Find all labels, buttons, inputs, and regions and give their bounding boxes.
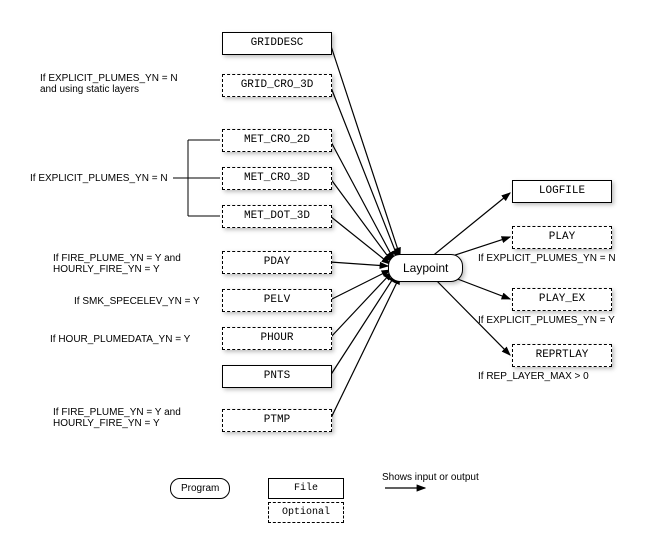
- legend-program: Program: [170, 478, 230, 499]
- input-ptmp: PTMP: [222, 409, 332, 432]
- program-laypoint: Laypoint: [388, 254, 463, 282]
- input-metcro2d: MET_CRO_2D: [222, 129, 332, 152]
- cond-ptmp: If FIRE_PLUME_YN = Y and HOURLY_FIRE_YN …: [53, 407, 203, 429]
- cond-reprtlay: If REP_LAYER_MAX > 0: [478, 371, 589, 382]
- diagram-canvas: GRIDDESC GRID_CRO_3D MET_CRO_2D MET_CRO_…: [10, 10, 650, 543]
- output-reprtlay: REPRTLAY: [512, 344, 612, 367]
- cond-gridcro3d: If EXPLICIT_PLUMES_YN = N and using stat…: [40, 73, 190, 95]
- cond-metgroup: If EXPLICIT_PLUMES_YN = N: [30, 173, 168, 184]
- output-playex: PLAY_EX: [512, 288, 612, 311]
- input-griddesc: GRIDDESC: [222, 32, 332, 55]
- output-play: PLAY: [512, 226, 612, 249]
- input-gridcro3d: GRID_CRO_3D: [222, 74, 332, 97]
- input-metcro3d: MET_CRO_3D: [222, 167, 332, 190]
- input-pelv: PELV: [222, 289, 332, 312]
- legend-arrow-label: Shows input or output: [382, 472, 479, 483]
- input-phour: PHOUR: [222, 327, 332, 350]
- cond-pelv: If SMK_SPECELEV_YN = Y: [74, 296, 200, 307]
- input-metdot3d: MET_DOT_3D: [222, 205, 332, 228]
- legend-optional: Optional: [268, 502, 344, 523]
- legend-file: File: [268, 478, 344, 499]
- cond-play: If EXPLICIT_PLUMES_YN = N: [478, 253, 616, 264]
- input-pnts: PNTS: [222, 365, 332, 388]
- cond-playex: If EXPLICIT_PLUMES_YN = Y: [478, 315, 615, 326]
- input-pday: PDAY: [222, 251, 332, 274]
- output-logfile: LOGFILE: [512, 180, 612, 203]
- cond-phour: If HOUR_PLUMEDATA_YN = Y: [50, 334, 190, 345]
- cond-pday: If FIRE_PLUME_YN = Y and HOURLY_FIRE_YN …: [53, 253, 203, 275]
